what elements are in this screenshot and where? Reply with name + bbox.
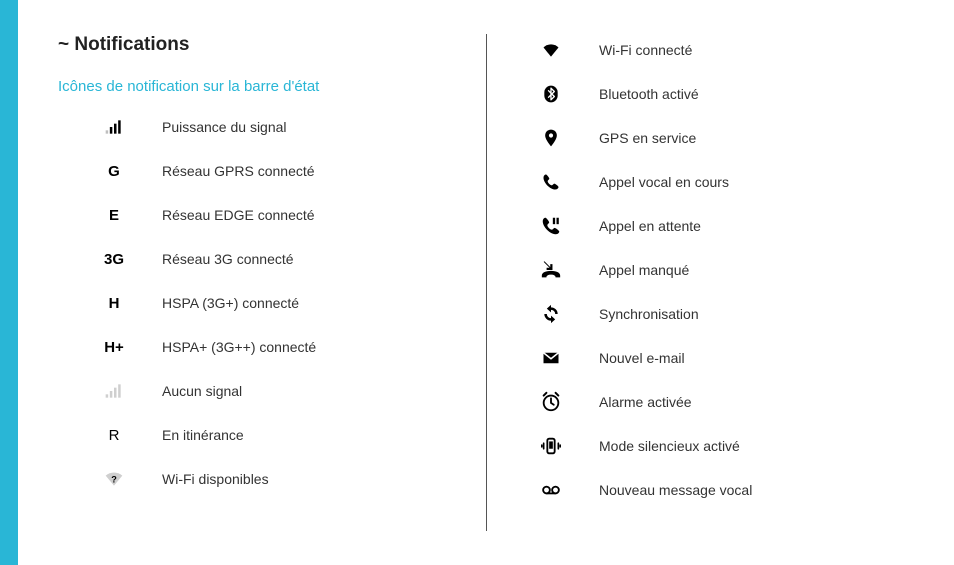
text-icon: H [94, 291, 134, 315]
sync-icon [531, 302, 571, 326]
icon-label: Synchronisation [599, 306, 699, 322]
silent-icon [531, 434, 571, 458]
icon-row: Mode silencieux activé [531, 434, 914, 458]
icon-label: Réseau GPRS connecté [162, 163, 315, 179]
content-area: ~ Notifications Icônes de notification s… [18, 0, 954, 565]
gps-icon [531, 126, 571, 150]
icon-label: Wi-Fi connecté [599, 42, 692, 58]
icon-label: Mode silencieux activé [599, 438, 740, 454]
email-icon [531, 346, 571, 370]
icon-row: H HSPA (3G+) connecté [58, 291, 441, 315]
left-list: Puissance du signal G Réseau GPRS connecté… [58, 115, 441, 491]
icon-row: Aucun signal [58, 379, 441, 403]
icon-row: Wi-Fi connecté [531, 38, 914, 62]
missed-call-icon [531, 258, 571, 282]
right-column: Wi-Fi connecté Bluetooth activé GPS en s… [461, 34, 914, 545]
icon-label: Appel manqué [599, 262, 689, 278]
icon-label: Alarme activée [599, 394, 692, 410]
no-signal-icon [94, 379, 134, 403]
icon-row: Appel en attente [531, 214, 914, 238]
icon-row: Alarme activée [531, 390, 914, 414]
text-icon: G [94, 159, 134, 183]
icon-label: Nouvel e-mail [599, 350, 685, 366]
left-column: ~ Notifications Icônes de notification s… [58, 34, 461, 545]
section-title: Icônes de notification sur la barre d'ét… [58, 78, 441, 95]
icon-row: Appel vocal en cours [531, 170, 914, 194]
signal-icon [94, 115, 134, 139]
text-icon: E [94, 203, 134, 227]
icon-row: 3G Réseau 3G connecté [58, 247, 441, 271]
icon-label: HSPA+ (3G++) connecté [162, 339, 316, 355]
icon-label: Bluetooth activé [599, 86, 699, 102]
wifi-icon [531, 38, 571, 62]
icon-label: Réseau EDGE connecté [162, 207, 315, 223]
icon-row: ? Wi-Fi disponibles [58, 467, 441, 491]
alarm-icon [531, 390, 571, 414]
icon-row: GPS en service [531, 126, 914, 150]
icon-label: Puissance du signal [162, 119, 287, 135]
icon-row: G Réseau GPRS connecté [58, 159, 441, 183]
icon-row: Appel manqué [531, 258, 914, 282]
icon-label: Appel vocal en cours [599, 174, 729, 190]
phone-icon [531, 170, 571, 194]
column-divider [486, 34, 487, 531]
icon-row: H+ HSPA+ (3G++) connecté [58, 335, 441, 359]
icon-label: HSPA (3G+) connecté [162, 295, 299, 311]
voicemail-icon [531, 478, 571, 502]
icon-row: Puissance du signal [58, 115, 441, 139]
icon-row: Synchronisation [531, 302, 914, 326]
icon-row: R En itinérance [58, 423, 441, 447]
text-icon: H+ [94, 335, 134, 359]
bluetooth-icon [531, 82, 571, 106]
icon-row: Nouvel e-mail [531, 346, 914, 370]
phone-hold-icon [531, 214, 571, 238]
icon-label: Aucun signal [162, 383, 242, 399]
right-list: Wi-Fi connecté Bluetooth activé GPS en s… [531, 38, 914, 502]
wifi-question-icon: ? [94, 467, 134, 491]
accent-stripe [0, 0, 18, 565]
svg-text:?: ? [111, 474, 117, 484]
icon-label: Réseau 3G connecté [162, 251, 294, 267]
icon-row: Bluetooth activé [531, 82, 914, 106]
icon-row: E Réseau EDGE connecté [58, 203, 441, 227]
icon-label: En itinérance [162, 427, 244, 443]
icon-label: Wi-Fi disponibles [162, 471, 269, 487]
text-icon-light: R [94, 423, 134, 447]
text-icon: 3G [94, 247, 134, 271]
icon-label: Appel en attente [599, 218, 701, 234]
icon-label: GPS en service [599, 130, 696, 146]
icon-label: Nouveau message vocal [599, 482, 752, 498]
icon-row: Nouveau message vocal [531, 478, 914, 502]
page-title: ~ Notifications [58, 34, 441, 56]
